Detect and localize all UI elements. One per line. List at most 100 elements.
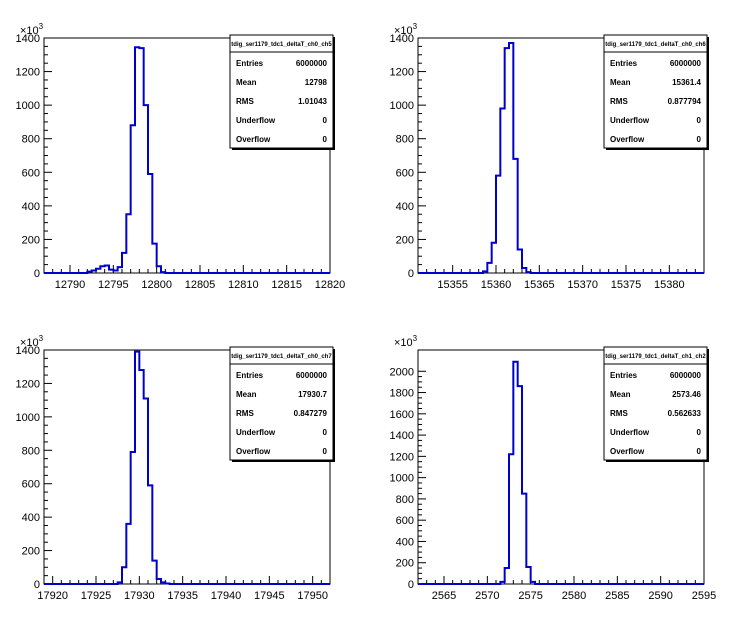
y-tick-label: 1400	[390, 33, 414, 45]
y-tick-label: 1200	[16, 67, 40, 79]
y-tick-label: 800	[22, 134, 40, 146]
stats-value-entries: 6000000	[670, 59, 702, 68]
x-tick-label: 2565	[432, 590, 456, 602]
x-tick-label: 12810	[228, 279, 259, 291]
y-tick-label: 600	[396, 167, 414, 179]
histogram-panel-3: 0 200 400 600 800 1000 1200 1400 17920 17925 17930…	[16, 334, 335, 602]
stats-label-rms: RMS	[610, 409, 628, 418]
y-tick-label: 2000	[390, 366, 414, 378]
x-tick-label: 15365	[524, 279, 555, 291]
x-tick-label: 2580	[562, 590, 586, 602]
x-tick-label: 17925	[81, 590, 112, 602]
y-tick-label: 800	[396, 134, 414, 146]
x-tick-label: 17940	[211, 590, 242, 602]
stats-value-rms: 0.847279	[294, 409, 328, 418]
stats-box: tdig_ser1179_tdc1_deltaT_ch0_ch6 Entries 6…	[603, 34, 709, 150]
stats-value-mean: 2573.46	[672, 390, 701, 399]
stats-label-overflow: Overflow	[236, 447, 271, 456]
histogram-series	[44, 350, 330, 585]
x-tick-label: 15360	[481, 279, 512, 291]
stats-label-underflow: Underflow	[236, 116, 276, 125]
histogram-title: tdig_ser1179_tdc1_deltaT_ch0_ch6	[605, 42, 706, 48]
x-tick-label: 15355	[437, 279, 468, 291]
stats-label-mean: Mean	[236, 390, 257, 399]
stats-label-overflow: Overflow	[236, 135, 271, 144]
y-tick-label: 1400	[390, 430, 414, 442]
stats-value-underflow: 0	[323, 428, 328, 437]
stats-box-frame	[603, 34, 708, 149]
stats-value-underflow: 0	[323, 116, 328, 125]
x-tick-label: 12795	[98, 279, 129, 291]
histogram-title: tdig_ser1179_tdc1_deltaT_ch1_ch2	[605, 354, 706, 360]
x-tick-label: 17935	[167, 590, 198, 602]
x-tick-label: 2590	[648, 590, 672, 602]
y-tick-label: 1400	[16, 345, 40, 357]
stats-box-frame	[229, 346, 334, 461]
y-tick-label: 0	[408, 268, 414, 280]
stats-label-entries: Entries	[610, 59, 638, 68]
stats-value-rms: 0.562633	[668, 409, 702, 418]
stats-label-underflow: Underflow	[610, 116, 650, 125]
y-exponent-power: 3	[413, 22, 418, 31]
x-tick-label: 17930	[124, 590, 155, 602]
x-tick-label: 2570	[475, 590, 499, 602]
stats-label-mean: Mean	[610, 390, 631, 399]
y-tick-label: 0	[34, 579, 40, 591]
y-tick-label: 1000	[16, 412, 40, 424]
stats-value-overflow: 0	[697, 447, 702, 456]
stats-label-overflow: Overflow	[610, 447, 645, 456]
y-exponent-base: ×10	[394, 337, 413, 349]
x-tick-label: 2575	[518, 590, 542, 602]
histogram-title: tdig_ser1179_tdc1_deltaT_ch0_ch5	[231, 42, 332, 48]
y-tick-label: 1000	[16, 100, 40, 112]
stats-value-overflow: 0	[697, 135, 702, 144]
y-tick-label: 800	[396, 494, 414, 506]
stats-box: tdig_ser1179_tdc1_deltaT_ch0_ch5 Entries 6…	[229, 34, 335, 150]
x-tick-label: 2595	[692, 590, 716, 602]
y-tick-label: 400	[396, 201, 414, 213]
y-tick-label: 400	[396, 536, 414, 548]
histogram-panel-2: 0 200 400 600 800 1000 1200 1400 15355 15360 15365…	[390, 22, 709, 291]
y-tick-label: 200	[396, 234, 414, 246]
histogram-panel-1: 0 200 400 600 800 1000 1200 1400 12790 12795 12800…	[16, 22, 346, 291]
stats-label-rms: RMS	[236, 97, 254, 106]
y-tick-label: 1200	[390, 451, 414, 463]
y-tick-label: 1000	[390, 473, 414, 485]
stats-label-mean: Mean	[610, 78, 631, 87]
y-tick-label: 1800	[390, 388, 414, 400]
y-tick-label: 1200	[16, 378, 40, 390]
x-tick-label: 2585	[605, 590, 629, 602]
stats-label-underflow: Underflow	[610, 428, 650, 437]
y-exponent-power: 3	[413, 334, 418, 343]
y-tick-label: 0	[34, 268, 40, 280]
y-tick-label: 400	[22, 512, 40, 524]
y-exponent-base: ×10	[394, 25, 413, 37]
histogram-series	[418, 42, 704, 274]
x-tick-label: 17945	[254, 590, 285, 602]
stats-value-underflow: 0	[697, 428, 702, 437]
stats-label-entries: Entries	[236, 59, 264, 68]
y-tick-label: 200	[22, 546, 40, 558]
y-exponent-base: ×10	[20, 25, 39, 37]
x-tick-label: 17920	[37, 590, 68, 602]
stats-box-frame	[229, 34, 334, 149]
stats-value-rms: 0.877794	[668, 97, 702, 106]
histogram-title: tdig_ser1179_tdc1_deltaT_ch0_ch7	[231, 354, 332, 360]
y-tick-label: 800	[22, 445, 40, 457]
y-tick-label: 200	[396, 558, 414, 570]
stats-label-entries: Entries	[610, 371, 638, 380]
y-tick-label: 0	[408, 579, 414, 591]
y-tick-label: 1200	[390, 67, 414, 79]
y-exponent-label: ×103	[394, 334, 418, 349]
histogram-series	[44, 46, 330, 274]
histogram-series	[418, 360, 704, 585]
stats-value-entries: 6000000	[670, 371, 702, 380]
y-exponent-label: ×103	[394, 22, 418, 37]
x-tick-label: 12790	[55, 279, 86, 291]
x-tick-label: 12815	[271, 279, 302, 291]
y-exponent-label: ×103	[20, 22, 44, 37]
stats-value-entries: 6000000	[296, 371, 328, 380]
stats-label-entries: Entries	[236, 371, 264, 380]
y-exponent-label: ×103	[20, 334, 44, 349]
